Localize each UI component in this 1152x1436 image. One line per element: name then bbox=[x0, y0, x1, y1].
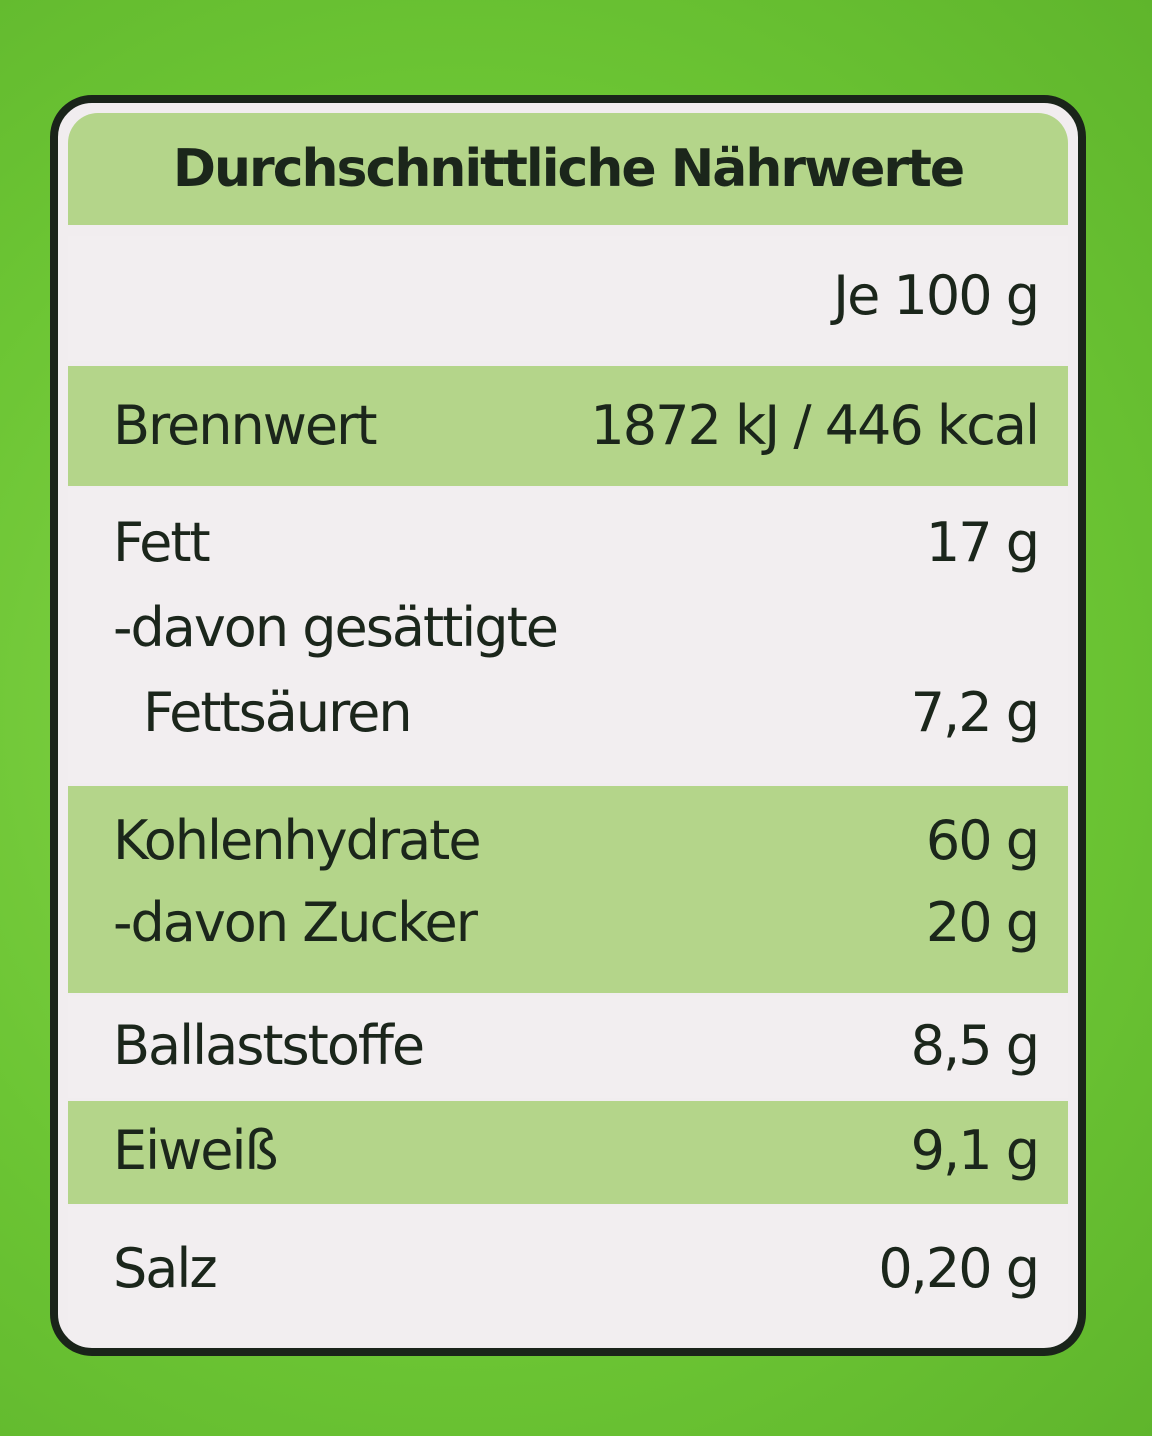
section: Kohlenhydrate 60 g -davon Zucker 20 g bbox=[68, 786, 1068, 993]
value: 1872 kJ / 446 kcal bbox=[590, 394, 1040, 457]
header-row: Je 100 g bbox=[68, 236, 1068, 361]
value: 7,2 g bbox=[910, 681, 1040, 744]
header: Je 100 g bbox=[833, 264, 1040, 327]
section: Fett 17 g -davon gesättigte Fettsäuren 7,2… bbox=[68, 488, 1068, 783]
section: Eiweiß 9,1 g bbox=[68, 1101, 1068, 1204]
label: Ballaststoffe bbox=[113, 1014, 425, 1077]
value: 8,5 g bbox=[910, 1014, 1040, 1077]
section: Ballaststoffe 8,5 g bbox=[68, 996, 1068, 1098]
value: 20 g bbox=[925, 891, 1040, 954]
title: Durchschnittliche Nährwerte bbox=[68, 113, 1068, 225]
nutrition-label: Durchschnittliche Nährwerte Je 100 g Bre… bbox=[50, 95, 1086, 1356]
value: 0,20 g bbox=[878, 1237, 1040, 1300]
label: Brennwert bbox=[113, 394, 377, 457]
value: 9,1 g bbox=[910, 1119, 1040, 1182]
label: Fett bbox=[113, 511, 211, 574]
label: Eiweiß bbox=[113, 1119, 279, 1182]
label: -davon Zucker bbox=[113, 891, 478, 954]
label: Fettsäuren bbox=[143, 681, 413, 744]
value: 60 g bbox=[925, 809, 1040, 872]
section: Brennwert 1872 kJ / 446 kcal bbox=[68, 366, 1068, 486]
label: -davon gesättigte bbox=[113, 596, 559, 659]
label: Salz bbox=[113, 1237, 218, 1300]
section: Salz 0,20 g bbox=[68, 1207, 1068, 1347]
label: Kohlenhydrate bbox=[113, 809, 482, 872]
value: 17 g bbox=[925, 511, 1040, 574]
